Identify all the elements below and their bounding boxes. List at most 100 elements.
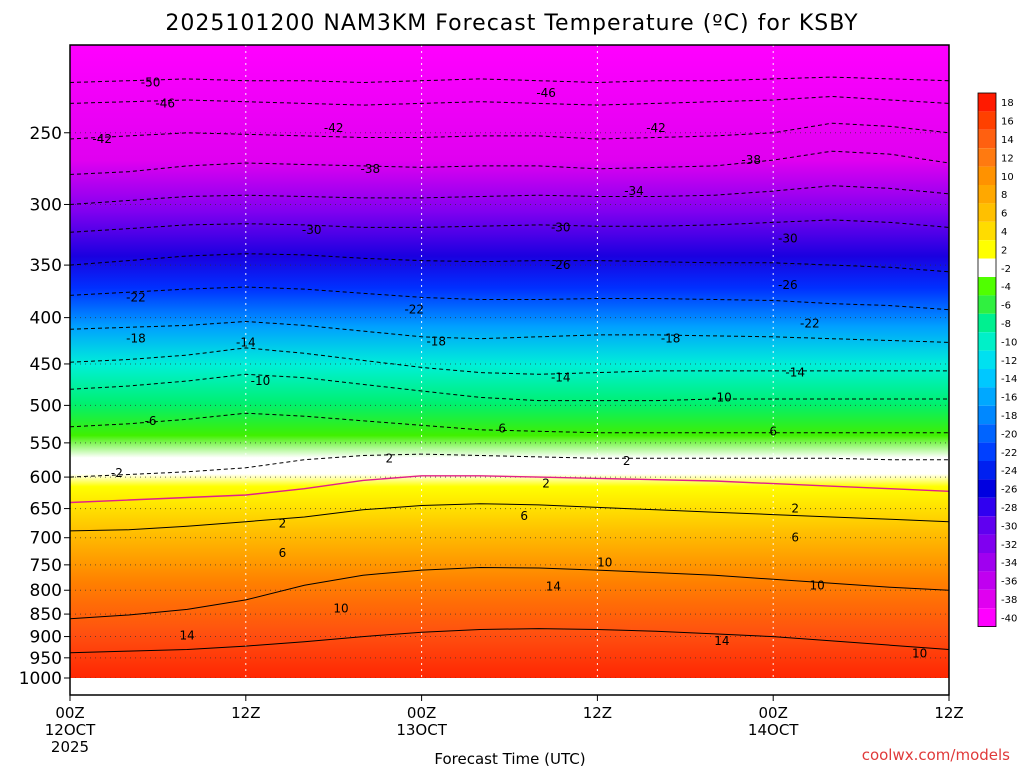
contour-label: -18 [426, 334, 446, 348]
contour-label: 10 [597, 556, 612, 570]
y-tick-label: 600 [30, 468, 62, 488]
contour-label: -50 [141, 75, 161, 89]
colorbar-label: -16 [1001, 393, 1017, 404]
contour-label: 14 [546, 579, 561, 593]
contour-label: 6 [279, 546, 287, 560]
colorbar-swatch [978, 553, 996, 572]
colorbar-swatch [978, 221, 996, 241]
contour-label: 2 [791, 502, 799, 516]
contour-label: -10 [712, 390, 732, 404]
contour-label: -42 [324, 121, 344, 135]
colorbar-label: -38 [1001, 595, 1017, 606]
y-axis: 250 300 350 400 450 500 550 600 650 700 750 800 850 9… [19, 124, 70, 689]
colorbar-swatch [978, 129, 996, 149]
ground-surface [70, 678, 949, 695]
y-tick-label: 250 [30, 124, 62, 144]
colorbar-swatch [978, 534, 996, 553]
x-tick-label: 2025 [51, 738, 89, 756]
contour-label: 10 [912, 647, 927, 661]
contour-label: -18 [661, 332, 681, 346]
contour-label: 2 [279, 516, 287, 530]
colorbar-swatch [978, 589, 996, 609]
y-tick-label: 650 [30, 500, 62, 520]
contour-label: 2 [623, 454, 631, 468]
colorbar-label: -6 [1001, 301, 1011, 312]
y-tick-label: 950 [30, 649, 62, 669]
colorbar-swatch [978, 313, 996, 333]
x-tick-label: 00Z [407, 704, 436, 722]
plot-frame [69, 44, 950, 696]
y-tick-label: 850 [30, 605, 62, 625]
chart-title: 2025101200 NAM3KM Forecast Temperature (… [165, 11, 858, 36]
contour-label: -22 [800, 316, 820, 330]
colorbar-label: -32 [1001, 540, 1017, 551]
colorbar-label: -24 [1001, 466, 1017, 477]
credit-text[interactable]: coolwx.com/models [862, 746, 1010, 764]
colorbar-swatch [978, 424, 996, 443]
contour-label: 10 [810, 578, 825, 592]
colorbar-swatch [978, 516, 996, 535]
colorbar-swatch [978, 479, 996, 498]
colorbar-label: -14 [1001, 374, 1017, 385]
colorbar-label: 18 [1001, 98, 1014, 109]
isotherm-10 [70, 566, 949, 620]
contour-label: 14 [180, 629, 195, 643]
colorbar-swatch [978, 369, 996, 388]
contour-label: -14 [551, 371, 571, 385]
y-tick-label: 700 [30, 529, 62, 549]
colorbar-label: 10 [1001, 172, 1014, 183]
isotherm--10 [70, 373, 949, 402]
y-tick-label: 450 [30, 355, 62, 375]
colorbar-label: -28 [1001, 503, 1017, 514]
contour-label: -30 [778, 231, 798, 245]
colorbar-label: -12 [1001, 356, 1017, 367]
colorbar-swatch [978, 332, 996, 351]
colorbar-swatch [978, 111, 996, 130]
x-tick-label: 14OCT [748, 721, 799, 739]
contour-label: -2 [111, 466, 123, 480]
colorbar-swatch [978, 258, 996, 277]
colorbar-label: 6 [1001, 209, 1007, 220]
colorbar-frame [977, 92, 997, 627]
contour-label: -18 [126, 332, 146, 346]
colorbar-swatch [978, 166, 996, 185]
x-tick-label: 12Z [934, 704, 963, 722]
contour-label: -30 [551, 220, 571, 234]
y-tick-label: 300 [30, 195, 62, 215]
colorbar-label: 8 [1001, 190, 1007, 201]
temperature-field [70, 45, 949, 678]
colorbar-swatch [978, 203, 996, 222]
contour-label: -22 [126, 290, 146, 304]
y-tick-label: 1000 [19, 669, 62, 689]
isotherm-contours [70, 76, 949, 654]
contour-label: -22 [404, 303, 424, 317]
y-tick-label: 750 [30, 556, 62, 576]
colorbar-swatch [978, 571, 996, 590]
x-tick-label: 00Z [759, 704, 788, 722]
colorbar-label: -18 [1001, 411, 1017, 422]
y-tick-label: 400 [30, 309, 62, 329]
colorbar-label: -20 [1001, 429, 1017, 440]
colorbar-swatch [978, 93, 996, 112]
x-tick-label: 12Z [231, 704, 260, 722]
plot-area: -50-46-46-42-42 -42-38-38-34-30 -30-30-26-… [70, 45, 949, 695]
contour-label: 6 [520, 509, 528, 523]
colorbar-label: -30 [1001, 521, 1017, 532]
contour-label: -42 [92, 132, 112, 146]
contour-label: -46 [536, 86, 556, 100]
contour-label: -38 [741, 153, 761, 167]
colorbar-swatch [978, 442, 996, 461]
colorbar-swatch [978, 497, 996, 517]
colorbar-label: -40 [1001, 613, 1017, 624]
colorbar-swatch [978, 277, 996, 296]
contour-label: -34 [624, 184, 644, 198]
colorbar-label: 4 [1001, 227, 1007, 238]
contour-label: -26 [778, 278, 798, 292]
x-tick-label: 00Z [55, 704, 84, 722]
isotherm-14 [70, 628, 949, 654]
y-tick-label: 550 [30, 434, 62, 454]
colorbar-label: -4 [1001, 282, 1011, 293]
contour-label: -14 [785, 366, 805, 380]
contour-label: 10 [333, 601, 348, 615]
